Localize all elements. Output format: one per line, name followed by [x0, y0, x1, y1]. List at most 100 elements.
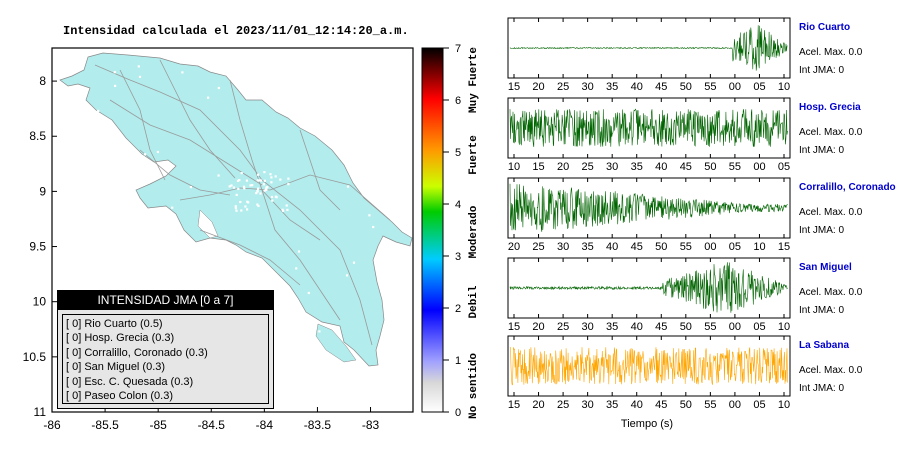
- town-point: [236, 179, 240, 182]
- town-point: [220, 279, 224, 282]
- town-point: [349, 141, 353, 144]
- waveform-tick-label: 45: [655, 399, 667, 411]
- waveform-xlabel: Tiempo (s): [621, 418, 673, 430]
- town-point: [307, 291, 310, 295]
- station-acel: Acel. Max. 0.0: [799, 287, 863, 298]
- colorbar-tick-label: 3: [455, 251, 461, 263]
- town-point: [263, 179, 266, 182]
- waveform-tick-label: 10: [778, 321, 790, 333]
- waveform-panel: 15 20 25 30 35 40 45 50 55 00 05 10: [507, 335, 791, 411]
- town-point: [287, 183, 290, 186]
- town-point: [372, 225, 375, 229]
- osa-peninsula: [315, 323, 357, 363]
- town-point: [245, 179, 248, 182]
- town-point: [266, 186, 269, 189]
- road: [159, 59, 236, 179]
- waveform-panels: 15 20 25 30 35 40 45 50 55 00 05 10 10 15 20 25 30 35 40 45…: [507, 17, 791, 411]
- waveform-tick-label: 15: [532, 161, 544, 173]
- colorbar-label: Moderado: [468, 205, 480, 258]
- town-point: [257, 204, 260, 208]
- road: [94, 64, 373, 346]
- road: [261, 189, 341, 321]
- legend-item: [ 0] Paseo Colon (0.3): [66, 390, 174, 403]
- town-point: [269, 173, 272, 176]
- waveform-tick-label: 30: [557, 241, 569, 253]
- town-point: [233, 80, 236, 83]
- town-point: [256, 203, 259, 206]
- town-point: [246, 208, 249, 211]
- waveform-panel: 10 15 20 25 30 35 40 45 50 55 00 05: [507, 97, 791, 173]
- waveform-tick-label: 55: [704, 399, 716, 411]
- map-y-tick-label: 9: [39, 184, 46, 198]
- legend-list: [ 0] Rio Cuarto (0.5) [ 0] Hosp. Grecia …: [62, 314, 269, 404]
- map-x-tick-label: -84.5: [198, 418, 226, 432]
- waveform-tick-label: 20: [532, 399, 544, 411]
- town-point: [144, 153, 147, 156]
- town-point: [148, 218, 151, 221]
- road: [179, 174, 391, 221]
- map-y-tick-label: 11: [34, 405, 47, 419]
- station-int: Int JMA: 0: [799, 145, 845, 156]
- town-point: [97, 109, 100, 112]
- town-point: [262, 183, 265, 186]
- waveform-tick-label: 25: [532, 241, 544, 253]
- waveform-tick-label: 00: [729, 399, 741, 411]
- map-x-tick-label: -84: [256, 418, 274, 432]
- map-x-axis: -86 -85.5 -85 -84.5 -84 -83.5 -83: [43, 407, 380, 432]
- waveform-tick-label: 55: [680, 241, 692, 253]
- town-point: [108, 168, 111, 171]
- town-point: [167, 169, 170, 172]
- town-point: [270, 195, 274, 199]
- town-point: [285, 204, 288, 207]
- town-point: [286, 208, 289, 211]
- town-point: [281, 109, 284, 112]
- waveform-panel: 15 20 25 30 35 40 45 50 55 00 05 10: [507, 257, 791, 333]
- station-int: Int JMA: 0: [799, 225, 845, 236]
- town-point: [156, 150, 159, 154]
- legend-item: [ 0] San Miguel (0.3): [66, 361, 166, 374]
- town-point: [217, 174, 220, 177]
- legend-item: [ 0] Corralillo, Coronado (0.3): [66, 346, 208, 359]
- colorbar-tick-label: 6: [455, 95, 461, 107]
- waveform-tick-label: 10: [778, 399, 790, 411]
- town-point: [143, 255, 146, 258]
- waveform-tick-label: 15: [508, 399, 520, 411]
- road: [299, 129, 341, 211]
- waveform-tick-label: 40: [606, 241, 618, 253]
- station-name: San Miguel: [799, 262, 852, 273]
- waveform-tick-label: 05: [729, 241, 741, 253]
- road: [119, 69, 166, 181]
- colorbar: 0 1 2 3 4 5 6 7 No sentido Debil Moderado Fuerte Mu…: [421, 43, 480, 419]
- town-point: [286, 113, 289, 117]
- waveform-tick-label: 25: [557, 81, 569, 93]
- map-y-tick-label: 8.5: [29, 129, 46, 143]
- town-point: [256, 189, 259, 192]
- town-point: [244, 205, 247, 208]
- town-point: [189, 186, 192, 189]
- town-point: [181, 71, 184, 74]
- town-point: [240, 209, 243, 212]
- waveform-tick-label: 00: [704, 241, 716, 253]
- waveform-tick-label: 25: [582, 161, 594, 173]
- town-point: [287, 177, 290, 180]
- town-point: [270, 181, 273, 184]
- town-point: [265, 188, 268, 191]
- waveform-tick-label: 35: [582, 241, 594, 253]
- waveform-tick-label: 05: [753, 81, 765, 93]
- town-point: [258, 179, 261, 182]
- town-point: [246, 200, 249, 203]
- town-point: [235, 209, 238, 212]
- town-point: [270, 176, 273, 179]
- waveform-tick-label: 25: [557, 321, 569, 333]
- town-point: [271, 199, 274, 202]
- legend-item: [ 0] Rio Cuarto (0.5): [66, 318, 163, 330]
- waveform-tick-label: 00: [753, 161, 765, 173]
- town-point: [228, 185, 231, 188]
- waveform-tick-label: 50: [680, 399, 692, 411]
- waveform-tick-label: 20: [508, 241, 520, 253]
- costa-rica-land: [59, 52, 413, 367]
- town-point: [263, 171, 266, 174]
- waveform-tick-label: 10: [508, 161, 520, 173]
- town-point: [346, 185, 350, 188]
